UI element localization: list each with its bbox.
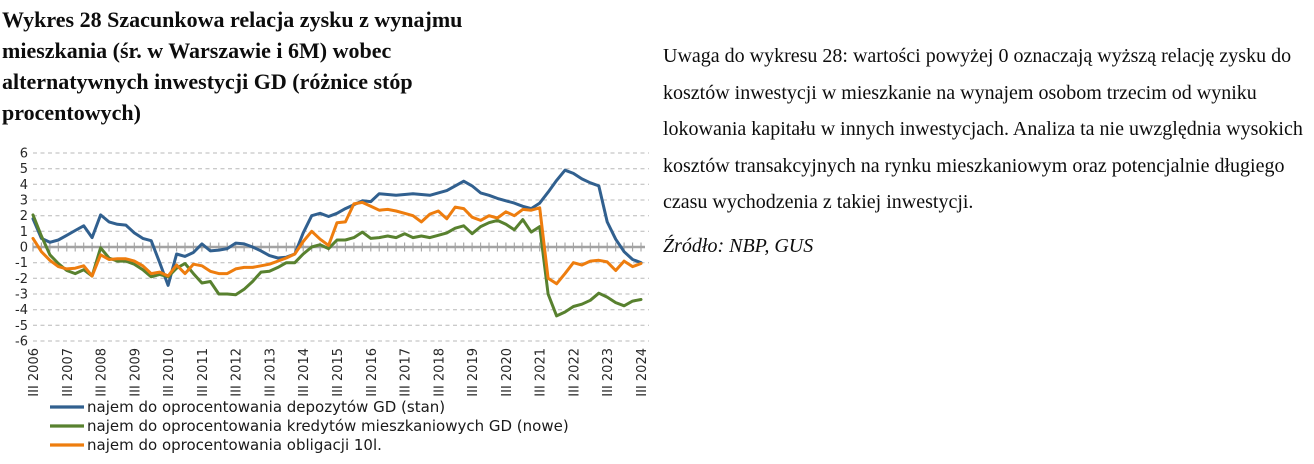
y-tick-label: 2	[20, 209, 28, 224]
x-tick-label: III 2007	[61, 348, 76, 397]
x-tick-label: III 2010	[162, 348, 177, 397]
x-tick-label: III 2006	[27, 348, 42, 397]
x-tick-label: III 2018	[432, 348, 447, 397]
figure-title-line: mieszkania (śr. w Warszawie i 6M) wobec	[2, 38, 392, 63]
x-tick-label: III 2023	[601, 348, 616, 397]
figure-title-line: procentowych)	[2, 100, 141, 125]
y-tick-label: -3	[15, 288, 28, 303]
y-tick-label: -5	[15, 319, 28, 334]
series-line-kredyty	[31, 213, 643, 318]
note-text: Uwaga do wykresu 28: wartości powyżej 0 …	[663, 45, 1303, 213]
x-tick-label: III 2020	[500, 348, 515, 397]
x-tick-label: III 2022	[567, 348, 582, 397]
figure-note: Uwaga do wykresu 28: wartości powyżej 0 …	[663, 38, 1313, 261]
x-tick-label: III 2011	[196, 348, 211, 397]
x-tick-label: III 2017	[399, 348, 414, 397]
legend-label-kredyty: najem do oprocentowania kredytów mieszka…	[87, 417, 569, 435]
figure-title-line: Wykres 28 Szacunkowa relacja zysku z wyn…	[2, 7, 463, 32]
chart: 6 5 4 3 2 1 0 -1 -2 -3 -4 -5 -6 III 2006 III 2007 III 2…	[0, 145, 660, 464]
series-line-obligacje	[31, 200, 643, 286]
x-tick-label: III 2012	[230, 348, 245, 397]
x-tick-label: III 2024	[635, 348, 650, 397]
y-tick-label: 4	[20, 178, 28, 193]
x-tick-label: III 2019	[466, 348, 481, 397]
y-tick-label: 0	[20, 241, 28, 256]
legend-label-depozyty: najem do oprocentowania depozytów GD (st…	[87, 398, 445, 416]
x-tick-label: III 2009	[128, 348, 143, 397]
y-tick-label: -6	[15, 335, 28, 350]
x-tick-label: III 2014	[297, 348, 312, 397]
source-text: Źródło: NBP, GUS	[663, 234, 814, 257]
figure-title: Wykres 28 Szacunkowa relacja zysku z wyn…	[2, 4, 602, 128]
y-tick-label: -1	[15, 256, 28, 271]
series-line-depozyty	[31, 168, 643, 287]
figure-title-line: alternatywnych inwestycji GD (różnice st…	[2, 69, 413, 94]
legend-label-obligacje: najem do oprocentowania obligacji 10l.	[87, 436, 382, 454]
x-tick-label: III 2016	[365, 348, 380, 397]
x-tick-label: III 2008	[95, 348, 110, 397]
y-tick-label: -2	[15, 272, 28, 287]
x-tick-label: III 2015	[331, 348, 346, 397]
x-tick-label: III 2021	[534, 348, 549, 397]
y-tick-label: 3	[20, 194, 28, 209]
y-tick-label: 1	[20, 225, 28, 240]
y-tick-label: 5	[20, 162, 28, 177]
y-tick-label: 6	[20, 147, 28, 162]
x-tick-label: III 2013	[263, 348, 278, 397]
y-tick-label: -4	[15, 303, 28, 318]
